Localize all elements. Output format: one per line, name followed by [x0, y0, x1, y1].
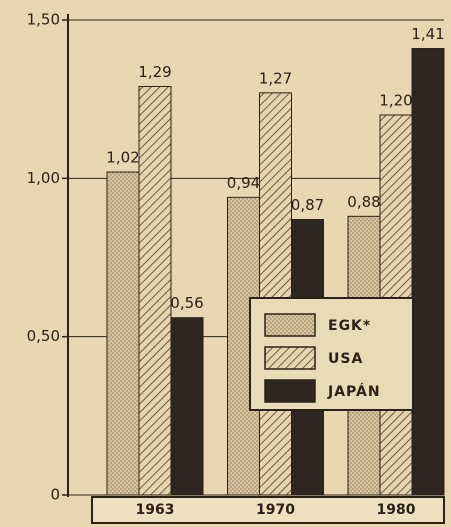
y-tick-label: 0: [50, 486, 60, 504]
bar: [106, 171, 140, 496]
bar: [259, 92, 292, 496]
y-tick-label: 1,00: [27, 169, 60, 187]
data-label: 0,56: [170, 294, 203, 312]
legend-swatch: [264, 346, 316, 370]
data-label: 0,94: [227, 174, 260, 192]
bar: [138, 86, 172, 496]
bar: [170, 317, 204, 496]
data-label: 1,20: [379, 92, 412, 110]
legend-label: USA: [328, 351, 363, 367]
data-label: 1,02: [106, 149, 139, 167]
data-label: 0,88: [347, 193, 380, 211]
legend-swatch: [264, 379, 316, 403]
x-tick-label: 1963: [136, 502, 175, 518]
legend-label: EGK*: [328, 318, 371, 334]
data-label: 1,41: [411, 25, 444, 43]
bar: [411, 48, 445, 496]
y-tick-label: 0,50: [27, 327, 60, 345]
data-label: 1,27: [259, 69, 292, 87]
data-label: 0,87: [291, 196, 324, 214]
legend: EGK* USA JAPÁN: [249, 297, 414, 411]
category-box: [91, 496, 445, 524]
x-tick-label: 1980: [377, 502, 416, 518]
data-label: 1,29: [138, 63, 171, 81]
x-tick-label: 1970: [256, 502, 295, 518]
y-tick-label: 1,50: [27, 11, 60, 29]
legend-label: JAPÁN: [327, 383, 381, 400]
legend-swatch: [264, 313, 316, 337]
